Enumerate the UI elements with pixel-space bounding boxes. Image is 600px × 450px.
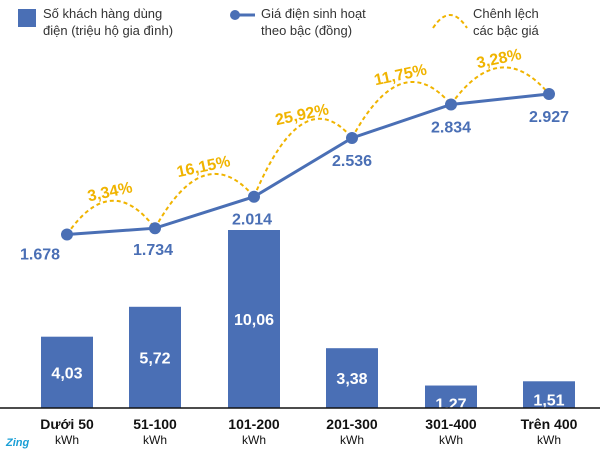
difference-arc [154, 172, 255, 229]
legend-text: điện (triệu hộ gia đình) [43, 23, 173, 38]
price-point [445, 98, 457, 111]
legend-bar-swatch [18, 9, 36, 27]
category-unit-label: kWh [340, 433, 364, 447]
legend-text: các bậc giá [473, 23, 540, 38]
price-line-series: 1.678 1.734 2.014 2.536 2.834 2.927 [20, 88, 569, 264]
price-point [346, 131, 358, 144]
category-unit-label: kWh [55, 433, 79, 447]
price-value-label: 1.678 [20, 247, 60, 264]
difference-arc [66, 199, 156, 236]
price-value-label: 1.734 [133, 242, 173, 259]
bar-value-label: 4,03 [51, 365, 82, 382]
legend-text: Giá điện sinh hoạt [261, 6, 366, 21]
bar-value-label: 3,38 [336, 371, 367, 388]
zing-logo: Zing [5, 437, 29, 449]
price-value-label: 2.014 [232, 212, 272, 229]
bar [228, 230, 280, 408]
bar [523, 381, 575, 408]
legend-line-dot [230, 10, 240, 20]
legend: Số khách hàng dùng điện (triệu hộ gia đìn… [18, 6, 540, 38]
category-unit-label: kWh [242, 433, 266, 447]
category-label: Trên 400 [521, 416, 578, 432]
bar-value-label: 5,72 [139, 350, 170, 367]
legend-text: Số khách hàng dùng [43, 6, 162, 21]
price-point [149, 222, 161, 235]
difference-arc [253, 117, 353, 198]
price-value-label: 2.834 [431, 119, 471, 136]
difference-arc [450, 66, 550, 106]
price-value-label: 2.927 [529, 109, 569, 126]
category-label: 301-400 [425, 416, 477, 432]
price-line [66, 92, 550, 236]
category-label: Dưới 50 [40, 416, 94, 432]
x-axis: Dưới 50kWh51-100kWh101-200kWh201-300kWh3… [0, 407, 600, 447]
category-unit-label: kWh [439, 433, 463, 447]
bar [41, 336, 93, 408]
price-point [61, 228, 73, 241]
bar-value-label: 1,27 [435, 397, 466, 414]
category-label: 101-200 [228, 416, 280, 432]
category-label: 51-100 [133, 416, 177, 432]
bar-value-label: 10,06 [234, 312, 274, 329]
bar-series: 4,03 5,72 10,06 3,38 1,27 1,51 [41, 230, 575, 414]
category-unit-label: kWh [537, 433, 561, 447]
bar-value-label: 1,51 [533, 392, 564, 409]
bar [425, 385, 477, 408]
legend-arc-swatch [432, 14, 468, 29]
legend-text: Chênh lệch [473, 6, 539, 21]
price-point [543, 88, 555, 100]
price-value-label: 2.536 [332, 153, 372, 170]
difference-arcs: 3,34%16,15%25,92%11,75%3,28% [66, 46, 550, 236]
legend-text: theo bậc (đồng) [261, 23, 352, 38]
category-unit-label: kWh [143, 433, 167, 447]
difference-arc [351, 80, 452, 139]
bar [326, 348, 378, 408]
bar [129, 306, 181, 408]
price-point [248, 190, 260, 203]
logo-text: Zing [5, 437, 29, 449]
category-label: 201-300 [326, 416, 378, 432]
